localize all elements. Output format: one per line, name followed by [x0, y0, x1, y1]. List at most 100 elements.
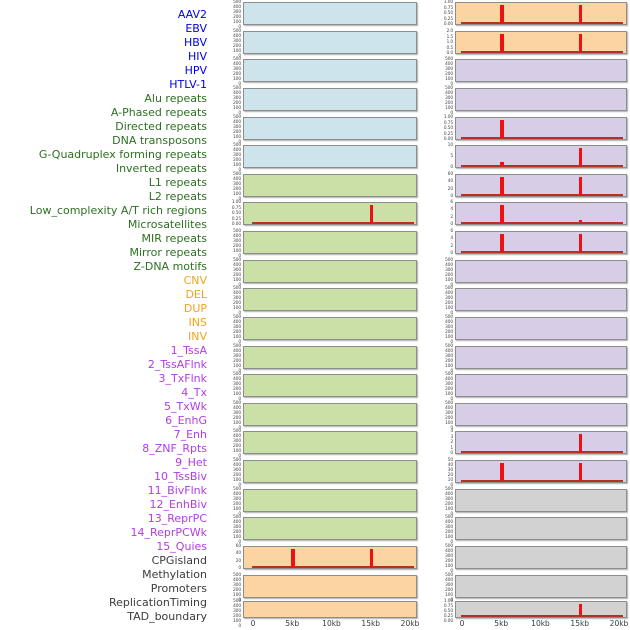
y-tick-label: 100 [233, 535, 241, 540]
track-plot [455, 260, 627, 283]
y-tick-label: 4 [450, 429, 453, 434]
track-label: 8_ZNF_Rpts [142, 442, 207, 455]
y-tick-label: 500 [445, 258, 453, 263]
y-axis-ticks: 500 400 300 200 100 0 [428, 57, 453, 87]
y-tick-label: 0.00 [231, 222, 241, 227]
y-tick-label: 100 [233, 77, 241, 82]
track-plot [455, 546, 627, 569]
track-label: Low_complexity A/T rich regions [29, 204, 207, 217]
track-label: 2_TssAFlnk [147, 358, 207, 371]
y-tick-label: 300 [445, 268, 453, 273]
signal-baseline [461, 615, 623, 617]
y-tick-label: 400 [233, 604, 241, 609]
y-tick-label: 0.0 [446, 51, 453, 56]
y-tick-label: 0 [450, 340, 453, 345]
y-tick-label: 2 [450, 214, 453, 220]
y-axis-ticks: 500 400 300 200 100 0 [216, 573, 241, 603]
signal-baseline [461, 165, 623, 167]
y-tick-label: 300 [233, 67, 241, 72]
track-plot [243, 260, 417, 283]
signal-spike [500, 4, 504, 23]
y-tick-label: 500 [445, 487, 453, 492]
y-tick-label: 400 [445, 349, 453, 354]
y-tick-label: 400 [233, 5, 241, 10]
signal-baseline [461, 480, 623, 482]
y-tick-label: 400 [233, 291, 241, 296]
y-tick-label: 0 [238, 254, 241, 259]
y-tick-label: 500 [233, 515, 241, 520]
y-tick-label: 200 [445, 330, 453, 335]
track-label: 9_Het [175, 456, 207, 469]
y-axis-ticks: 500 400 300 200 100 0 [216, 286, 241, 316]
signal-baseline [461, 222, 623, 224]
y-axis-ticks: 500 400 300 200 100 0 [428, 544, 453, 574]
y-axis-ticks: 500 400 300 200 100 0 [428, 487, 453, 517]
y-tick-label: 500 [233, 573, 241, 578]
track-label: HBV [183, 36, 207, 49]
y-axis-ticks: 500 400 300 200 100 0 [428, 286, 453, 316]
y-tick-label: 500 [233, 429, 241, 434]
y-tick-label: 1 [450, 445, 453, 451]
y-tick-label: 400 [233, 463, 241, 468]
y-tick-label: 200 [233, 530, 241, 535]
y-tick-label: 0 [450, 111, 453, 116]
y-tick-label: 400 [445, 578, 453, 583]
y-tick-label: 0.75 [231, 205, 241, 211]
track-label: A-Phased repeats [110, 106, 207, 119]
y-axis-ticks: 500 400 300 200 100 0 [428, 515, 453, 545]
y-tick-label: 200 [233, 130, 241, 135]
y-tick-label: 400 [233, 349, 241, 354]
y-tick-label: 300 [445, 67, 453, 72]
y-tick-label: 6 [450, 200, 453, 205]
y-tick-label: 0 [450, 397, 453, 402]
signal-baseline [461, 251, 623, 253]
y-tick-label: 0 [450, 165, 453, 170]
y-tick-label: 100 [445, 77, 453, 82]
track-label: Promoters [150, 582, 207, 595]
y-tick-label: 100 [233, 20, 241, 25]
y-tick-label: 100 [445, 535, 453, 540]
track-plot [243, 575, 417, 598]
track-plot [455, 346, 627, 369]
signal-baseline [461, 51, 623, 53]
track-label: Microsatellites [127, 218, 207, 231]
y-tick-label: 200 [233, 330, 241, 335]
y-tick-label: 400 [233, 492, 241, 497]
y-axis-ticks: 500 400 300 200 100 0 [428, 573, 453, 603]
y-tick-label: 0 [450, 221, 453, 227]
y-tick-label: 5 [450, 154, 453, 159]
signal-spike [578, 33, 582, 52]
track-label: Z-DNA motifs [133, 260, 207, 273]
y-tick-label: 500 [233, 286, 241, 291]
y-tick-label: 500 [445, 344, 453, 349]
x-axis-tick-label: 0 [459, 619, 465, 628]
track-plot [243, 346, 417, 369]
signal-baseline [252, 566, 414, 568]
y-tick-label: 1.00 [443, 0, 453, 5]
y-tick-label: 200 [445, 559, 453, 564]
y-tick-label: 100 [233, 364, 241, 369]
track-plot [455, 174, 627, 197]
y-tick-label: 500 [233, 487, 241, 492]
y-axis-ticks: 500 400 300 200 100 0 [428, 86, 453, 116]
track-plot [455, 31, 627, 54]
y-tick-label: 300 [445, 497, 453, 502]
signal-baseline [461, 451, 623, 453]
y-tick-label: 0.75 [443, 604, 453, 609]
y-tick-label: 400 [233, 406, 241, 411]
y-axis-ticks: 500 400 300 200 100 0 [216, 0, 241, 30]
x-axis-tick-label: 0 [250, 619, 256, 628]
y-tick-label: 200 [445, 101, 453, 106]
y-tick-label: 40 [447, 179, 454, 185]
track-plot [243, 431, 417, 454]
track-plot [243, 374, 417, 397]
track-plot [455, 460, 627, 483]
y-axis-ticks: 1.00 0.75 0.50 0.25 0.00 [428, 0, 453, 27]
y-tick-label: 300 [233, 153, 241, 158]
y-tick-label: 1.00 [231, 200, 241, 205]
track-label: 7_Enh [173, 428, 207, 441]
signal-baseline [461, 194, 623, 196]
y-tick-label: 500 [445, 401, 453, 406]
y-tick-label: 500 [233, 0, 241, 5]
track-label: 5_TxWk [164, 400, 207, 413]
